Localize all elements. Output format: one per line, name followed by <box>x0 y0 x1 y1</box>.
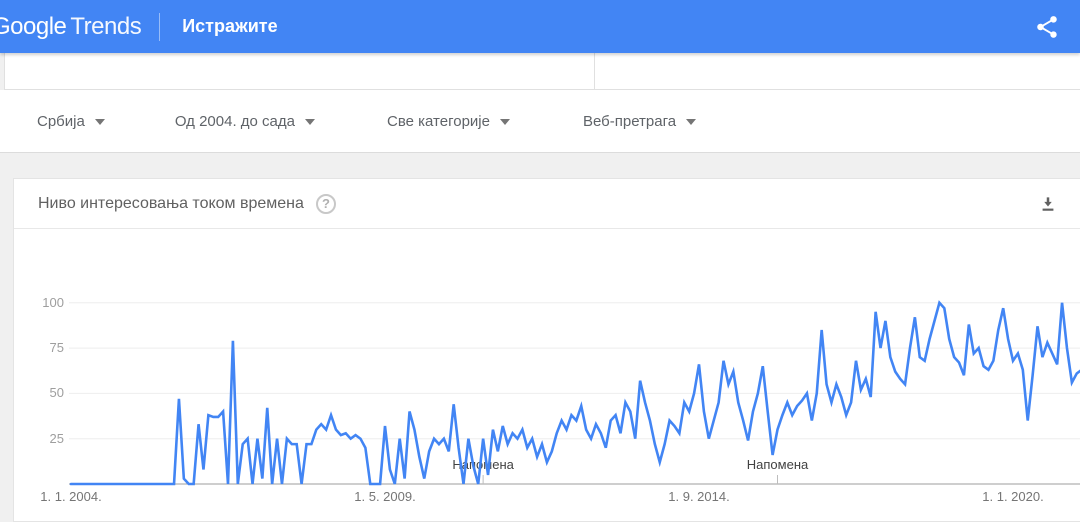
chevron-down-icon <box>686 119 697 125</box>
region-filter-label: Србија <box>37 112 85 130</box>
category-filter-dropdown[interactable]: Све категорије <box>387 113 510 130</box>
x-axis-label: 1. 1. 2004. <box>40 489 102 504</box>
search-terms-card-strip <box>4 53 1080 90</box>
chart-note-label[interactable]: Напомена <box>452 457 514 472</box>
nav-explore[interactable]: Истражите <box>182 16 278 36</box>
card-header: Ниво интересовања током времена ? <box>14 179 1080 229</box>
time-range-filter-dropdown[interactable]: Од 2004. до сада <box>175 113 315 130</box>
x-axis-label: 1. 1. 2020. <box>982 489 1044 504</box>
x-axis-label: 1. 5. 2009. <box>354 489 416 504</box>
chevron-down-icon <box>94 119 105 125</box>
download-icon[interactable] <box>1038 194 1058 214</box>
logo-trends-text: Trends <box>70 12 142 40</box>
help-icon[interactable]: ? <box>315 193 336 214</box>
time-range-filter-label: Од 2004. до сада <box>174 112 295 130</box>
chart-note-label[interactable]: Напомена <box>746 457 809 472</box>
trend-chart-svg <box>69 300 1080 486</box>
y-axis-label: 25 <box>49 430 64 446</box>
header-divider <box>159 12 161 41</box>
x-axis-label: 1. 9. 2014. <box>668 489 730 504</box>
interest-over-time-card: Ниво интересовања током времена ? 25 50 75… <box>13 178 1080 522</box>
app-header: Google Trends Истражите <box>0 0 1080 53</box>
filter-bar: Србија Од 2004. до сада Све категорије В… <box>0 90 1080 153</box>
trend-line <box>69 300 1080 486</box>
terms-card-divider <box>594 53 595 90</box>
y-axis-label: 75 <box>49 340 64 356</box>
region-filter-dropdown[interactable]: Србија <box>37 113 105 130</box>
google-trends-logo[interactable]: Google Trends <box>0 12 142 41</box>
card-title: Ниво интересовања током времена <box>38 194 304 212</box>
chevron-down-icon <box>305 119 315 125</box>
y-axis-label: 100 <box>42 294 64 310</box>
search-type-filter-dropdown[interactable]: Веб-претрага <box>582 112 697 130</box>
category-filter-label: Све категорије <box>387 112 490 130</box>
logo-google-text: Google <box>0 12 67 40</box>
y-axis-label: 50 <box>49 385 64 401</box>
share-icon[interactable] <box>1034 14 1060 40</box>
search-type-filter-label: Веб-претрага <box>582 112 677 130</box>
chevron-down-icon <box>499 119 510 125</box>
interest-over-time-chart[interactable]: 25 50 75 100 Напомена Напомена 1. 1. 2004. 1. 5… <box>14 229 1080 522</box>
